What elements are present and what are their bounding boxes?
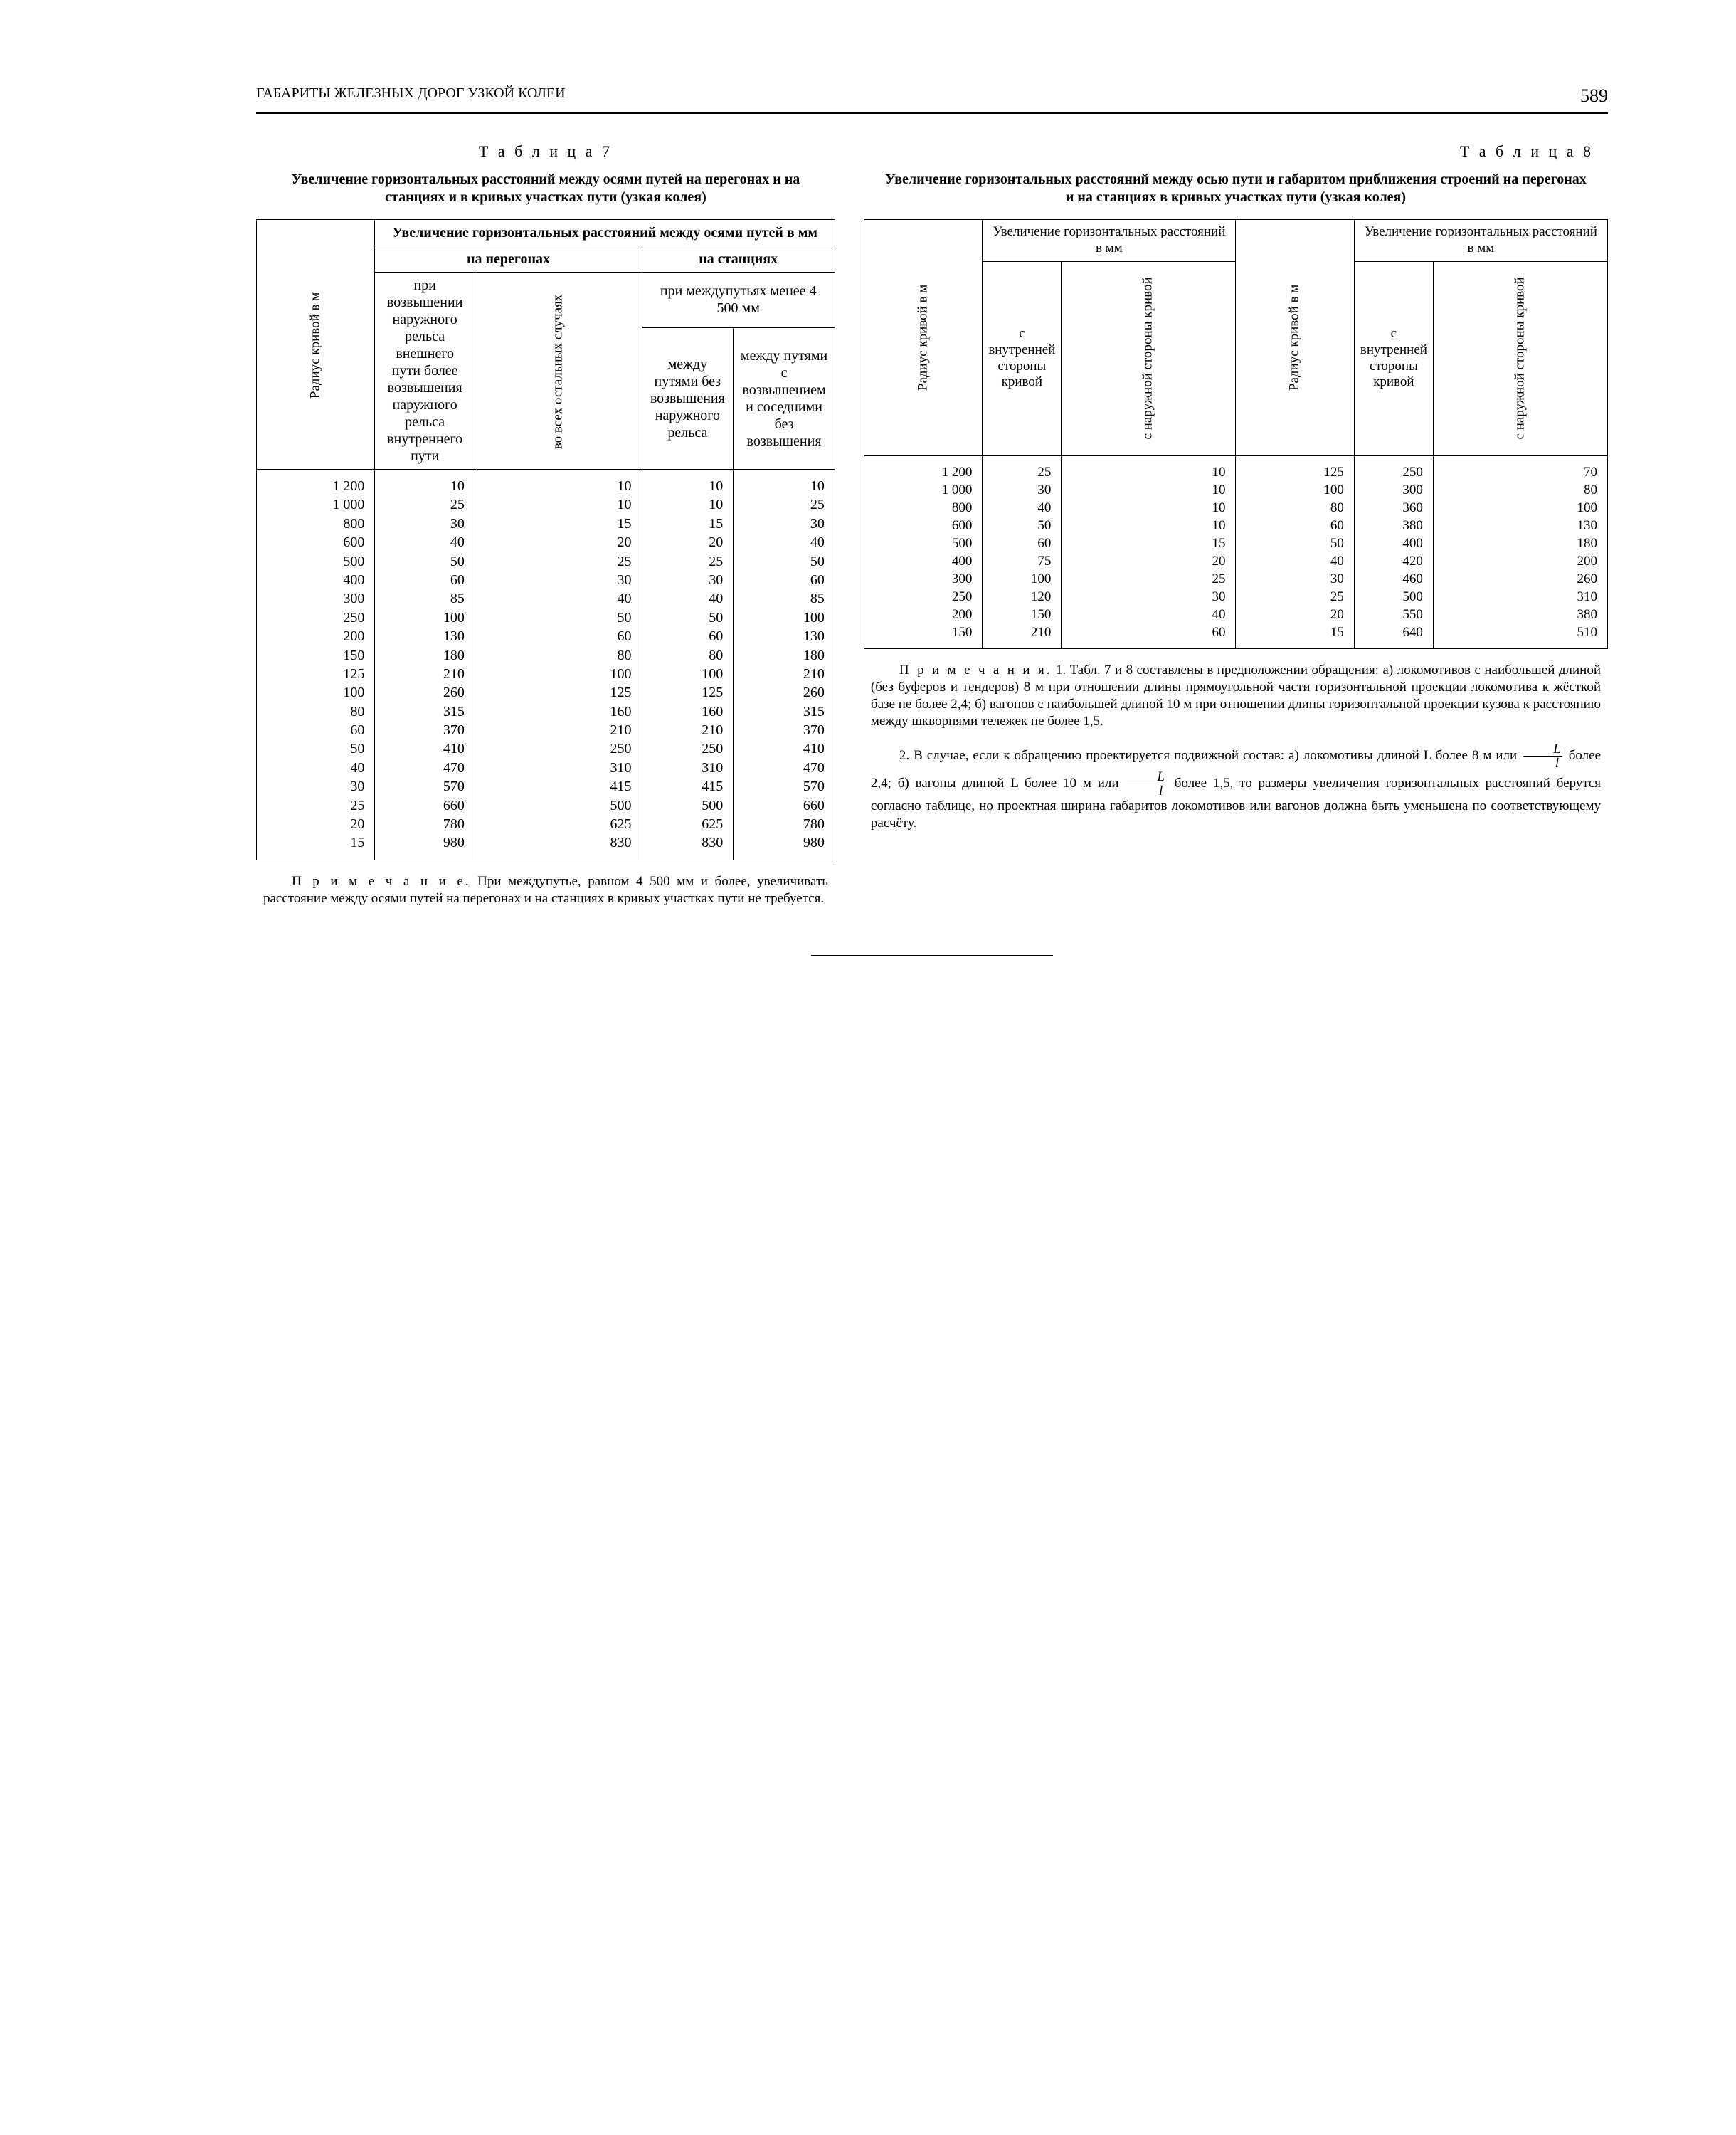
column-right: Т а б л и ц а 8 Увеличение горизонтальны… (864, 135, 1608, 912)
table7-c3: 1010152025304050608010012516021025031041… (642, 470, 734, 860)
t8-col-inner-a: с внутренней стороны кривой (983, 261, 1062, 455)
fraction-icon: Ll (1523, 742, 1562, 770)
table7-head-peregon: на перегонах (375, 246, 642, 273)
table7-rowhead: Радиус кривой в м (257, 220, 375, 470)
t8-cb2: 7080100130180200260310380510 (1433, 455, 1607, 649)
page-number: 589 (1580, 85, 1608, 107)
table7-col-p1: при возвышении наружного рельса внешнего… (375, 273, 475, 470)
t8-col-inner-b: с внутренней стороны кривой (1354, 261, 1433, 455)
table7: Радиус кривой в м Увеличение горизонталь… (256, 219, 835, 860)
t8-ca2: 10101010152025304060 (1062, 455, 1236, 649)
table7-caption: Увеличение горизонтальных расстояний меж… (277, 171, 814, 206)
t8-group-b: Увеличение горизонтальных расстояний в м… (1354, 220, 1607, 262)
table7-col-s1: между путями без возвышения наружного ре… (642, 327, 734, 470)
t8-ra: 1 2001 000800600500400300250200150 (864, 455, 982, 649)
table7-radius-col: 1 2001 000800600500400300250200150125100… (257, 470, 375, 860)
page-header: ГАБАРИТЫ ЖЕЛЕЗНЫХ ДОРОГ УЗКОЙ КОЛЕИ 589 (256, 85, 1608, 114)
table7-note: П р и м е ч а н и е. При междупутье, рав… (263, 873, 828, 907)
table7-c1: 1025304050608510013018021026031537041047… (375, 470, 475, 860)
running-title: ГАБАРИТЫ ЖЕЛЕЗНЫХ ДОРОГ УЗКОЙ КОЛЕИ (256, 85, 566, 107)
t8-col-outer-a: с наружной стороны кривой (1062, 261, 1236, 455)
table7-head-top: Увеличение горизонтальных расстояний меж… (375, 220, 835, 246)
table7-col-p2: во всех остальных случаях (475, 273, 642, 470)
table8-label: Т а б л и ц а 8 (864, 142, 1608, 161)
table7-c2: 1010152025304050608010012516021025031041… (475, 470, 642, 860)
fraction-icon: Ll (1127, 770, 1166, 798)
table7-col-s2: между путями с возвышением и соседними б… (734, 327, 835, 470)
table7-col-s-top: при междупутьях менее 4 500 мм (642, 273, 835, 328)
column-left: Т а б л и ц а 7 Увеличение горизонтальны… (256, 135, 835, 912)
t8-ca1: 253040506075100120150210 (983, 455, 1062, 649)
t8-col-outer-b: с наружной стороны кривой (1433, 261, 1607, 455)
table7-label: Т а б л и ц а 7 (256, 142, 835, 161)
table8: Радиус кривой в м Увеличение горизонталь… (864, 219, 1608, 649)
table8-note2: 2. В случае, если к обращению проектируе… (871, 742, 1601, 832)
t8-rowhead-a: Радиус кривой в м (864, 220, 982, 456)
table7-c4: 1025304050608510013018021026031537041047… (734, 470, 835, 860)
section-separator (811, 955, 1053, 956)
content-columns: Т а б л и ц а 7 Увеличение горизонтальны… (256, 135, 1608, 912)
table8-data-row: 1 2001 000800600500400300250200150 25304… (864, 455, 1607, 649)
t8-rowhead-b: Радиус кривой в м (1236, 220, 1354, 456)
table8-note1: П р и м е ч а н и я. 1. Табл. 7 и 8 сост… (871, 662, 1601, 729)
t8-cb1: 250300360380400420460500550640 (1354, 455, 1433, 649)
table8-caption: Увеличение горизонтальных расстояний меж… (885, 171, 1587, 206)
t8-rb: 1251008060504030252015 (1236, 455, 1354, 649)
table7-data-row: 1 2001 000800600500400300250200150125100… (257, 470, 835, 860)
table7-head-station: на станциях (642, 246, 835, 273)
t8-group-a: Увеличение горизонтальных расстояний в м… (983, 220, 1236, 262)
